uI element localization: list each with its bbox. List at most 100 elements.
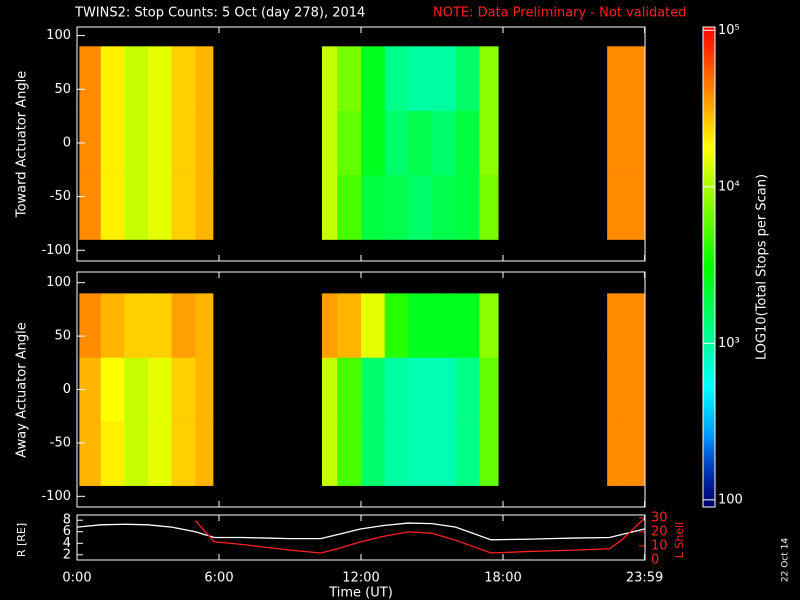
heat-cell bbox=[100, 110, 125, 176]
y-tick-label: 4 bbox=[63, 536, 71, 551]
x-tick-label: 0:00 bbox=[62, 571, 91, 586]
heat-cell bbox=[455, 421, 480, 486]
heat-cell bbox=[79, 357, 101, 422]
heat-cell bbox=[195, 357, 214, 422]
x-tick-label: 23:59 bbox=[626, 571, 663, 586]
colorbar-swatch bbox=[703, 47, 715, 52]
heat-cell bbox=[124, 46, 149, 112]
colorbar-swatch bbox=[703, 451, 715, 456]
heat-cell bbox=[408, 110, 433, 176]
y2-label: L Shell bbox=[673, 522, 686, 558]
colorbar-swatch bbox=[703, 123, 715, 128]
heat-cell bbox=[408, 46, 433, 112]
x-tick-label: 6:00 bbox=[204, 571, 233, 586]
y-label: Toward Actuator Angle bbox=[15, 71, 30, 218]
heat-cell bbox=[337, 293, 362, 358]
colorbar-swatch bbox=[703, 331, 715, 336]
heat-cell bbox=[621, 421, 646, 486]
colorbar-swatch bbox=[703, 467, 715, 472]
heat-cell bbox=[621, 293, 646, 358]
colorbar-swatch bbox=[703, 263, 715, 268]
heat-cell bbox=[100, 421, 125, 486]
colorbar-swatch bbox=[703, 159, 715, 164]
y-tick-label: 0 bbox=[63, 382, 71, 397]
heat-cell bbox=[607, 110, 622, 176]
footer-date: 22 Oct 14 bbox=[781, 538, 791, 582]
heat-cell bbox=[384, 46, 409, 112]
colorbar-swatch bbox=[703, 83, 715, 88]
colorbar-swatch bbox=[703, 407, 715, 412]
colorbar-swatch bbox=[703, 419, 715, 424]
line bbox=[77, 522, 645, 541]
colorbar-swatch bbox=[703, 179, 715, 184]
heat-cell bbox=[171, 293, 196, 358]
colorbar-swatch bbox=[703, 211, 715, 216]
colorbar-swatch bbox=[703, 59, 715, 64]
heat-cell bbox=[195, 421, 214, 486]
colorbar-swatch bbox=[703, 267, 715, 272]
colorbar-swatch bbox=[703, 151, 715, 156]
colorbar-swatch bbox=[703, 103, 715, 108]
y2-tick-label: 30 bbox=[651, 510, 668, 525]
heat-cell bbox=[479, 357, 499, 422]
heat-cell bbox=[100, 46, 125, 112]
colorbar-swatch bbox=[703, 343, 715, 348]
colorbar-swatch bbox=[703, 427, 715, 432]
heat-cell bbox=[607, 46, 622, 112]
x-label: Time (UT) bbox=[328, 586, 393, 600]
colorbar-swatch bbox=[703, 435, 715, 440]
colorbar-swatch bbox=[703, 111, 715, 116]
colorbar-swatch bbox=[703, 311, 715, 316]
heat-cell bbox=[607, 421, 622, 486]
colorbar-swatch bbox=[703, 487, 715, 492]
heat-cell bbox=[621, 46, 646, 112]
heat-cell bbox=[195, 293, 214, 358]
heat-cell bbox=[148, 46, 172, 112]
colorbar-swatch bbox=[703, 55, 715, 60]
heat-cell bbox=[432, 110, 456, 176]
colorbar-swatch bbox=[703, 75, 715, 80]
colorbar-swatch bbox=[703, 251, 715, 256]
colorbar-swatch bbox=[703, 31, 715, 36]
heat-cell bbox=[384, 293, 409, 358]
colorbar-swatch bbox=[703, 491, 715, 496]
heat-cell bbox=[361, 421, 385, 486]
colorbar-swatch bbox=[703, 39, 715, 44]
colorbar-swatch bbox=[703, 403, 715, 408]
colorbar-swatch bbox=[703, 387, 715, 392]
colorbar-swatch bbox=[703, 375, 715, 380]
colorbar-swatch bbox=[703, 71, 715, 76]
heat-cell bbox=[79, 421, 101, 486]
colorbar-swatch bbox=[703, 323, 715, 328]
colorbar-swatch bbox=[703, 271, 715, 276]
colorbar-swatch bbox=[703, 367, 715, 372]
heat-cell bbox=[621, 175, 646, 240]
y2-tick-label: 20 bbox=[651, 524, 668, 539]
colorbar-swatch bbox=[703, 95, 715, 100]
colorbar-swatch bbox=[703, 483, 715, 488]
heat-cell bbox=[432, 421, 456, 486]
colorbar-swatch bbox=[703, 175, 715, 180]
heat-cell bbox=[337, 357, 362, 422]
colorbar-swatch bbox=[703, 351, 715, 356]
colorbar-tick-label: 100 bbox=[718, 492, 743, 507]
colorbar-swatch bbox=[703, 431, 715, 436]
y2-tick-label: 0 bbox=[651, 553, 659, 568]
heat-cell bbox=[479, 46, 499, 112]
heat-cell bbox=[321, 175, 338, 240]
heat-cell bbox=[479, 110, 499, 176]
heat-cell bbox=[321, 293, 338, 358]
y-tick-label: -100 bbox=[41, 489, 71, 504]
heat-cell bbox=[479, 293, 499, 358]
colorbar-swatch bbox=[703, 415, 715, 420]
heat-cell bbox=[607, 293, 622, 358]
heat-cell bbox=[361, 46, 385, 112]
heat-cell bbox=[124, 175, 149, 240]
colorbar-swatch bbox=[703, 319, 715, 324]
y-tick-label: 100 bbox=[46, 275, 71, 290]
heat-cell bbox=[171, 357, 196, 422]
colorbar-swatch bbox=[703, 203, 715, 208]
colorbar-swatch bbox=[703, 231, 715, 236]
heat-cell bbox=[321, 46, 338, 112]
colorbar-swatch bbox=[703, 115, 715, 120]
